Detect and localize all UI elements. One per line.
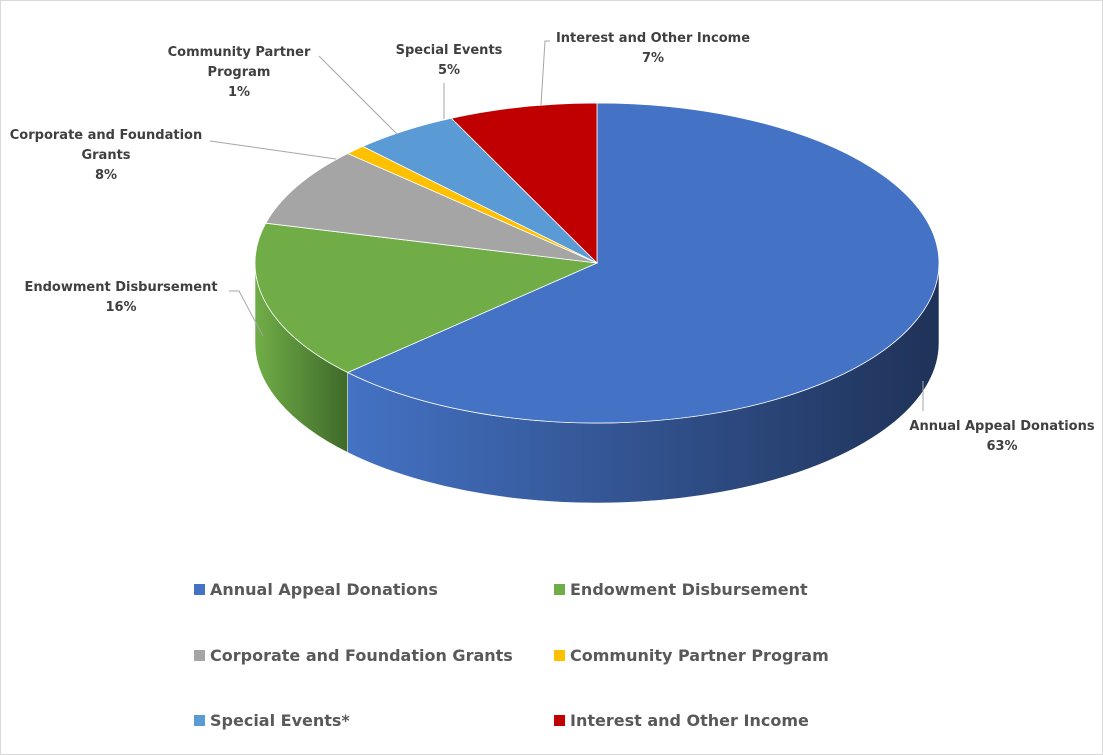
slice-label-4: Special Events [396, 43, 503, 58]
slice-value-label-2: 8% [95, 168, 117, 183]
legend-label: Corporate and Foundation Grants [210, 646, 513, 665]
pie-slice-5 [450, 102, 598, 264]
legend-swatch [194, 584, 205, 595]
legend-swatch [554, 715, 565, 726]
legend-label: Special Events* [210, 711, 350, 730]
leader-line-5 [540, 40, 550, 106]
slice-value-label-3: 1% [228, 85, 250, 100]
leader-line-3 [318, 55, 398, 135]
slice-value-label-0: 63% [986, 439, 1017, 454]
slice-value-label-5: 7% [642, 51, 664, 66]
legend-label: Endowment Disbursement [570, 580, 808, 599]
legend-label: Community Partner Program [570, 646, 829, 665]
legend-item-special-events: Special Events* [194, 711, 350, 730]
legend-item-corporate-grants: Corporate and Foundation Grants [194, 646, 513, 665]
pie-slice-2 [265, 153, 598, 264]
legend-item-annual-appeal: Annual Appeal Donations [194, 580, 438, 599]
slice-label-3: Community Partner [168, 45, 311, 60]
legend-label: Annual Appeal Donations [210, 580, 438, 599]
slice-label-5: Interest and Other Income [556, 31, 750, 46]
legend-item-endowment: Endowment Disbursement [554, 580, 808, 599]
legend-swatch [194, 715, 205, 726]
slice-label-1: Endowment Disbursement [24, 280, 217, 295]
slice-value-label-1: 16% [105, 300, 136, 315]
legend-swatch [194, 650, 205, 661]
legend-label: Interest and Other Income [570, 711, 809, 730]
leader-line-1 [229, 290, 264, 337]
legend-item-interest-income: Interest and Other Income [554, 711, 809, 730]
slice-label-2: Grants [81, 148, 130, 163]
legend-swatch [554, 584, 565, 595]
slice-value-label-4: 5% [438, 63, 460, 78]
slice-label-3: Program [208, 65, 271, 80]
legend-item-community-partner: Community Partner Program [554, 646, 829, 665]
slice-label-0: Annual Appeal Donations [909, 419, 1094, 434]
pie-slice-0 [346, 102, 940, 424]
slice-label-2: Corporate and Foundation [10, 128, 202, 143]
leader-line-2 [209, 140, 337, 160]
legend-swatch [554, 650, 565, 661]
legend: Annual Appeal Donations Endowment Disbur… [194, 576, 894, 736]
pie-slice-1 [254, 222, 599, 373]
